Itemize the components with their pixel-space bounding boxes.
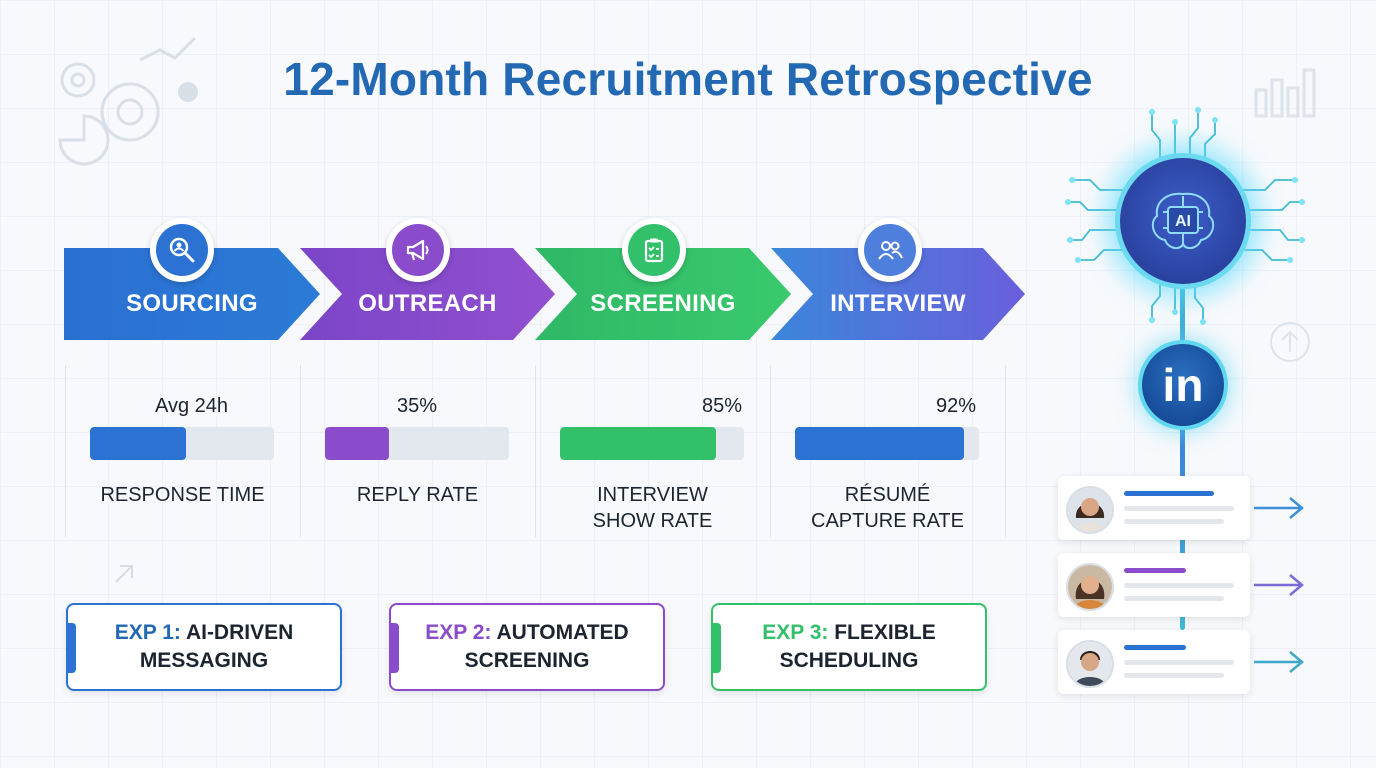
man-avatar	[1066, 640, 1114, 688]
metric-label: INTERVIEW SHOW RATE	[535, 482, 770, 534]
card-accent-tab	[389, 623, 399, 673]
candidate-card	[1058, 553, 1250, 617]
upload-arrow-decoration-icon	[1270, 322, 1310, 362]
progress-fill	[560, 427, 717, 460]
page-title: 12-Month Recruitment Retrospective	[283, 53, 1093, 105]
candidate-detail-bar	[1124, 583, 1234, 588]
bar-chart-decoration-icon	[1254, 68, 1316, 118]
stage-label: OUTREACH	[358, 290, 497, 317]
experiment-card-2: EXP 2: AUTOMATED SCREENING	[389, 603, 665, 691]
card-accent-tab	[66, 623, 76, 673]
divider	[535, 365, 536, 537]
metric-label-line1: RÉSUMÉ	[844, 484, 931, 506]
metric-label-line1: REPLY RATE	[356, 484, 479, 506]
progress-fill	[325, 427, 390, 460]
candidate-card	[1058, 630, 1250, 694]
gears-decoration-icon	[58, 36, 198, 166]
experiment-prefix: EXP 3:	[762, 621, 829, 644]
metric-resume-capture-rate: 92% RÉSUMÉ CAPTURE RATE	[770, 365, 1006, 537]
experiment-title-line1: AUTOMATED	[496, 621, 629, 644]
metric-value: Avg 24h	[155, 395, 229, 417]
people-icon	[858, 218, 922, 282]
progress-track	[90, 427, 274, 460]
candidate-detail-bar	[1124, 519, 1224, 524]
stage-label: SOURCING	[126, 290, 258, 317]
experiment-title-line2: SCREENING	[464, 649, 590, 672]
candidate-name-bar	[1124, 645, 1186, 650]
linkedin-icon: in	[1142, 344, 1224, 426]
magnifier-person-icon	[150, 218, 214, 282]
woman-avatar	[1066, 563, 1114, 611]
megaphone-icon	[386, 218, 450, 282]
experiment-card-1: EXP 1: AI-DRIVEN MESSAGING	[66, 603, 342, 691]
progress-fill	[795, 427, 965, 460]
clipboard-check-icon	[622, 218, 686, 282]
candidate-detail-bar	[1124, 506, 1234, 511]
candidate-name-bar	[1124, 568, 1186, 573]
candidate-detail-bar	[1124, 673, 1224, 678]
experiment-title-line1: FLEXIBLE	[834, 621, 936, 644]
experiment-prefix: EXP 1:	[114, 621, 181, 644]
metric-label-line1: INTERVIEW	[597, 484, 708, 506]
metric-reply-rate: 35% REPLY RATE	[300, 365, 535, 537]
metric-label-line1: RESPONSE TIME	[100, 484, 265, 506]
progress-track	[325, 427, 509, 460]
candidate-detail-bar	[1124, 660, 1234, 665]
linkedin-label: in	[1162, 359, 1204, 411]
ai-hub-label: AI	[1175, 213, 1191, 230]
arrow-right-icon	[1254, 497, 1304, 519]
candidate-name-bar	[1124, 491, 1214, 496]
divider	[770, 365, 771, 537]
experiment-title-line2: SCHEDULING	[779, 649, 919, 672]
arrow-decoration-icon	[115, 565, 133, 583]
woman-avatar	[1066, 486, 1114, 534]
card-accent-tab	[711, 623, 721, 673]
divider	[1005, 365, 1006, 537]
metric-label-line2: SHOW RATE	[592, 510, 713, 532]
metric-value: 35%	[397, 395, 438, 417]
metric-label: RÉSUMÉ CAPTURE RATE	[770, 482, 1005, 534]
candidate-detail-bar	[1124, 596, 1224, 601]
progress-fill	[90, 427, 186, 460]
experiment-card-3: EXP 3: FLEXIBLE SCHEDULING	[711, 603, 987, 691]
metric-value: 92%	[936, 395, 977, 417]
experiment-text: EXP 2: AUTOMATED SCREENING	[401, 619, 652, 675]
metric-interview-show-rate: 85% INTERVIEW SHOW RATE	[535, 365, 770, 537]
metric-value: 85%	[702, 395, 743, 417]
pipeline-connector-line	[1180, 280, 1185, 630]
stage-outreach: OUTREACH	[300, 248, 555, 340]
experiment-text: EXP 1: AI-DRIVEN MESSAGING	[91, 619, 318, 675]
progress-track	[560, 427, 744, 460]
metric-response-time: Avg 24h RESPONSE TIME	[65, 365, 300, 537]
metric-label: REPLY RATE	[300, 482, 535, 508]
candidate-card	[1058, 476, 1250, 540]
divider	[300, 365, 301, 537]
progress-track	[795, 427, 979, 460]
arrow-right-icon	[1254, 574, 1304, 596]
arrow-right-icon	[1254, 651, 1304, 673]
ai-brain-chip-icon: AI	[1120, 158, 1246, 284]
metric-label: RESPONSE TIME	[65, 482, 300, 508]
experiment-text: EXP 3: FLEXIBLE SCHEDULING	[738, 619, 960, 675]
metric-label-line2: CAPTURE RATE	[811, 510, 964, 532]
stage-label: SCREENING	[590, 290, 736, 317]
divider	[65, 365, 66, 537]
stage-label: INTERVIEW	[830, 290, 966, 317]
experiment-title-line1: AI-DRIVEN	[185, 621, 294, 644]
experiment-title-line2: MESSAGING	[139, 649, 269, 672]
experiment-prefix: EXP 2:	[425, 621, 492, 644]
